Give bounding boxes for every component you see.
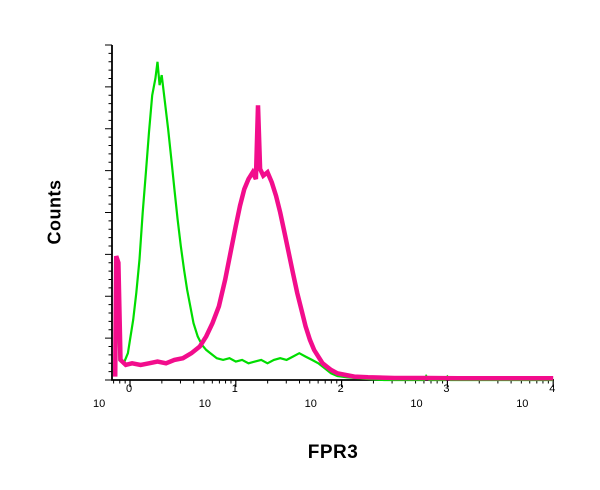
x-axis-title: FPR3	[307, 442, 359, 463]
x-tick-base: 10	[304, 398, 317, 410]
x-tick-base: 10	[410, 398, 423, 410]
x-tick-base: 10	[93, 398, 106, 410]
x-tick-exponent: 0	[126, 383, 133, 395]
green-histogram-trace	[114, 61, 554, 382]
x-tick-exponent: 4	[549, 383, 556, 395]
x-tick-exponent: 3	[443, 383, 450, 395]
y-axis-title: Counts	[44, 179, 65, 245]
x-tick-exponent: 2	[337, 383, 344, 395]
x-tick-base: 10	[516, 398, 529, 410]
x-tick-exponent: 1	[231, 383, 238, 395]
x-tick-base: 10	[198, 398, 212, 410]
axes	[111, 45, 554, 381]
magenta-histogram-trace	[112, 105, 554, 381]
